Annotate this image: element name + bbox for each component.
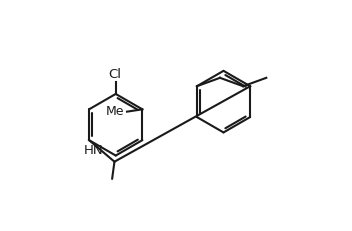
Text: Cl: Cl bbox=[108, 68, 121, 81]
Text: HN: HN bbox=[84, 144, 104, 157]
Text: Me: Me bbox=[105, 105, 124, 118]
